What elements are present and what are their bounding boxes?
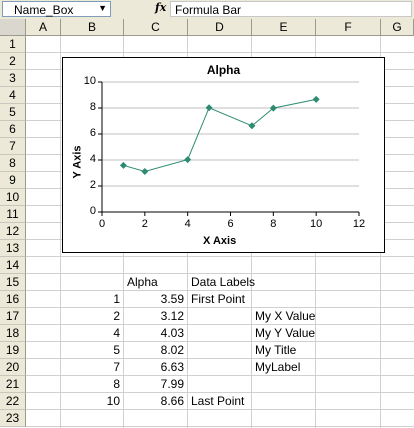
table-cell-x[interactable]: 10 [106,394,120,408]
grid-line [26,324,414,325]
table-header-data-labels[interactable]: Data Labels [191,275,256,289]
row-header[interactable]: 9 [0,172,26,189]
row-header[interactable]: 12 [0,223,26,240]
grid-line [26,290,414,291]
data-point [269,104,277,112]
series-line [123,98,317,172]
chart-title: Alpha [206,63,241,77]
y-tick-label: 2 [89,179,96,191]
row-header[interactable]: 15 [0,274,26,291]
y-tick-label: 8 [89,101,96,113]
row-header[interactable]: 17 [0,308,26,325]
table-cell-note[interactable]: My Title [255,343,297,357]
row-header[interactable]: 23 [0,410,26,427]
table-cell-y[interactable]: 3.59 [160,292,184,306]
column-header-d[interactable]: D [188,19,252,36]
table-cell-x[interactable]: 4 [113,326,120,340]
table-cell-y[interactable]: 6.63 [160,360,184,374]
data-point [119,161,127,169]
x-tick-label: 2 [141,218,148,230]
table-cell-y[interactable]: 8.02 [160,343,184,357]
name-box-value: Name_Box [14,3,74,17]
data-point [248,122,256,130]
row-header[interactable]: 20 [0,359,26,376]
x-axis-label: X Axis [203,235,237,247]
row-header[interactable]: 5 [0,104,26,121]
row-header[interactable]: 22 [0,393,26,410]
column-header-e[interactable]: E [252,19,316,36]
row-header[interactable]: 1 [0,36,26,53]
table-cell-x[interactable]: 1 [113,292,120,306]
y-tick-label: 4 [89,153,96,165]
grid-line [26,256,414,257]
grid-line [26,409,414,410]
table-cell-x[interactable]: 5 [113,343,120,357]
row-header[interactable]: 8 [0,155,26,172]
fx-icon[interactable]: fx [155,1,167,14]
row-header[interactable]: 10 [0,189,26,206]
row-header[interactable]: 18 [0,325,26,342]
data-point [184,156,192,164]
data-point [205,104,213,112]
grid-line [26,273,414,274]
x-tick-label: 4 [184,218,191,230]
row-header[interactable]: 13 [0,240,26,257]
row-header[interactable]: 16 [0,291,26,308]
table-cell-label[interactable]: First Point [191,292,246,306]
table-cell-y[interactable]: 3.12 [160,309,184,323]
row-header[interactable]: 14 [0,257,26,274]
x-tick-label: 6 [227,218,234,230]
x-tick-label: 12 [352,218,366,230]
row-header[interactable]: 2 [0,53,26,70]
table-cell-y[interactable]: 4.03 [160,326,184,340]
grid-line [26,392,414,393]
table-header-alpha[interactable]: Alpha [127,275,158,289]
row-header[interactable]: 7 [0,138,26,155]
y-tick-label: 10 [83,75,96,87]
grid-line [26,341,414,342]
table-cell-y[interactable]: 8.66 [160,394,184,408]
table-cell-x[interactable]: 7 [113,360,120,374]
grid-line [26,52,414,53]
name-box[interactable]: Name_Box ▼ [2,1,111,17]
grid-line [26,375,414,376]
row-header[interactable]: 6 [0,121,26,138]
column-header-c[interactable]: C [124,19,188,36]
column-header-g[interactable]: G [381,19,414,36]
row-header[interactable]: 11 [0,206,26,223]
x-tick-label: 8 [270,218,277,230]
table-cell-x[interactable]: 8 [113,377,120,391]
y-tick-label: 6 [89,127,96,139]
formula-bar-area: Name_Box ▼ fx Formula Bar [0,0,414,20]
row-header[interactable]: 3 [0,70,26,87]
grid-line [26,426,414,427]
table-cell-y[interactable]: 7.99 [160,377,184,391]
grid-line [60,36,61,428]
table-cell-label[interactable]: Last Point [191,394,245,408]
table-cell-note[interactable]: My Y Value [255,326,316,340]
row-header[interactable]: 21 [0,376,26,393]
formula-input[interactable]: Formula Bar [170,1,412,17]
x-tick-label: 10 [310,218,323,230]
column-header-f[interactable]: F [316,19,381,36]
data-point [312,95,320,103]
table-cell-note[interactable]: MyLabel [255,360,301,374]
column-header-b[interactable]: B [61,19,124,36]
data-point [141,167,149,175]
row-header[interactable]: 4 [0,87,26,104]
embedded-chart[interactable]: Alpha X Axis Y Axis 0 2 4 6 8 10 0 2 4 6 8 10 12 [62,57,385,253]
select-all-corner[interactable] [0,19,26,36]
table-cell-note[interactable]: My X Value [255,309,316,323]
dropdown-arrow-icon[interactable]: ▼ [98,3,107,13]
x-tick-label: 0 [98,218,106,230]
table-cell-x[interactable]: 2 [113,309,120,323]
chart-plot [98,81,360,216]
column-header-a[interactable]: A [26,19,61,36]
grid-line [26,358,414,359]
formula-text: Formula Bar [175,3,242,17]
grid-line [26,307,414,308]
y-tick-label: 0 [89,205,96,217]
row-header[interactable]: 19 [0,342,26,359]
